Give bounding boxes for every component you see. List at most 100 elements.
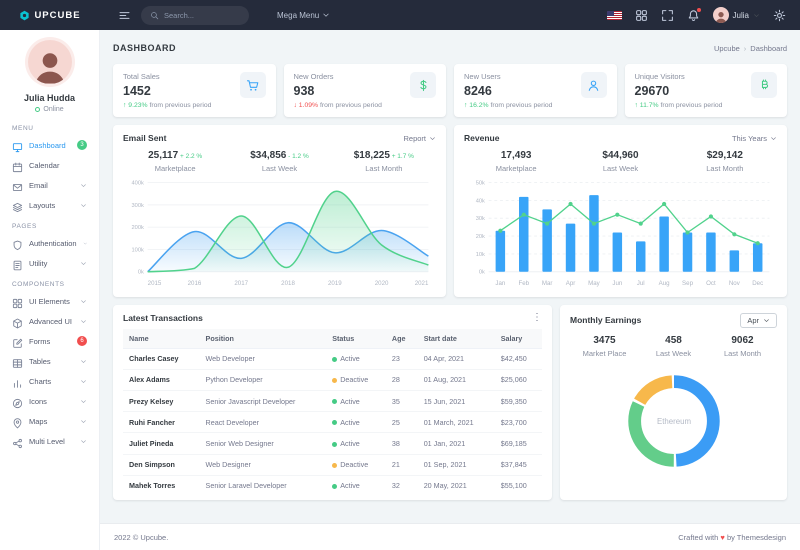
charts-icon bbox=[12, 376, 23, 388]
stat-cards-row: Total Sales 1452 ↑ 9.23% from previous per… bbox=[113, 64, 787, 117]
cell-status: Active bbox=[326, 390, 386, 413]
chevron-down-icon bbox=[80, 182, 87, 189]
email-report-menu[interactable]: Report bbox=[403, 134, 436, 143]
table-row[interactable]: Prezy Kelsey Senior Javascript Developer A… bbox=[123, 390, 542, 413]
column-age: Age bbox=[385, 328, 418, 349]
table-row[interactable]: Juliet Pineda Senior Web Designer Active 38… bbox=[123, 432, 542, 455]
email-icon bbox=[12, 180, 23, 191]
stat-value: 1452 bbox=[123, 84, 151, 98]
stat-label: Unique Visitors bbox=[634, 72, 685, 81]
user-status: Online bbox=[0, 106, 99, 113]
sidebar-item-ui-elements[interactable]: UI Elements bbox=[0, 291, 99, 311]
fullscreen-button[interactable] bbox=[661, 9, 674, 22]
language-flag-us[interactable] bbox=[606, 10, 622, 20]
apps-grid-button[interactable] bbox=[635, 9, 648, 22]
sidebar-item-utility[interactable]: Utility bbox=[0, 253, 99, 273]
mega-menu-button[interactable]: Mega Menu bbox=[277, 11, 330, 20]
sidebar-item-multi-level[interactable]: Multi Level bbox=[0, 431, 99, 451]
stat-value: 8246 bbox=[464, 84, 492, 98]
email-sent-card: Email Sent Report 25,117 + 2.2 % Marketpl… bbox=[113, 125, 446, 297]
sidebar-item-charts[interactable]: Charts bbox=[0, 371, 99, 391]
notifications-button[interactable] bbox=[687, 7, 701, 22]
cell-start-date: 01 Jan, 2021 bbox=[417, 432, 495, 455]
footer: 2022 © Upcube. Crafted with ♥ by Themesd… bbox=[100, 523, 800, 550]
table-row[interactable]: Charles Casey Web Developer Active 23 04 Apr… bbox=[123, 348, 542, 370]
maps-icon bbox=[12, 416, 23, 428]
mini-stat-last-month: $29,142 Last Month bbox=[673, 150, 777, 173]
sidebar-item-label: Calendar bbox=[29, 160, 60, 170]
breadcrumb-home[interactable]: Upcube bbox=[713, 43, 740, 53]
cell-age: 38 bbox=[385, 432, 418, 455]
chevron-down-icon bbox=[80, 378, 87, 385]
status-dot-icon bbox=[332, 399, 338, 405]
sidebar-item-label: Advanced UI bbox=[29, 316, 72, 326]
sidebar-item-label: Icons bbox=[29, 396, 47, 406]
stat-label: New Users bbox=[464, 72, 501, 81]
revenue-period-menu[interactable]: This Years bbox=[732, 134, 777, 143]
sidebar-item-tables[interactable]: Tables bbox=[0, 351, 99, 371]
sidebar-item-maps[interactable]: Maps bbox=[0, 411, 99, 431]
breadcrumb: Upcube › Dashboard bbox=[714, 44, 787, 53]
user-menu[interactable]: Julia bbox=[712, 7, 760, 23]
kebab-menu-icon[interactable]: ⋮ bbox=[532, 311, 542, 323]
mini-stat-delta: - 1.2 % bbox=[286, 153, 309, 160]
svg-text:400k: 400k bbox=[132, 180, 144, 186]
mini-stat-last-week: $34,856 - 1.2 % Last Week bbox=[227, 150, 331, 173]
column-status: Status bbox=[326, 328, 386, 349]
logo[interactable]: UPCUBE bbox=[0, 10, 100, 21]
svg-text:30k: 30k bbox=[476, 216, 485, 222]
svg-text:Jun: Jun bbox=[612, 280, 623, 287]
svg-text:Mar: Mar bbox=[542, 280, 553, 287]
svg-text:200k: 200k bbox=[132, 225, 144, 231]
stat-delta: ↑ 9.23% from previous period bbox=[123, 102, 211, 109]
table-row[interactable]: Mahek Torres Senior Laravel Developer Acti… bbox=[123, 475, 542, 496]
sidebar-item-advanced-ui[interactable]: Advanced UI bbox=[0, 311, 99, 331]
user-menu-name: Julia bbox=[732, 10, 749, 20]
mini-stat-last-week: 458 Last Week bbox=[639, 335, 708, 358]
cell-name: Alex Adams bbox=[123, 369, 200, 391]
online-status-icon bbox=[35, 107, 41, 112]
cell-salary: $59,350 bbox=[494, 390, 542, 413]
search-input[interactable] bbox=[164, 10, 234, 20]
chevron-down-icon bbox=[80, 298, 87, 305]
cell-status: Deactive bbox=[326, 454, 386, 476]
sidebar-item-dashboard[interactable]: Dashboard 3 bbox=[0, 135, 99, 155]
bitcoin-icon bbox=[751, 72, 777, 98]
cell-name: Den Simpson bbox=[123, 454, 200, 476]
monthly-earnings-stats: 3475 Market Place 458 Last Week 9062 Last Mon… bbox=[570, 335, 777, 358]
settings-button[interactable] bbox=[773, 9, 786, 22]
cell-age: 35 bbox=[385, 390, 418, 413]
footer-credit: Crafted with ♥ by Themesdesign bbox=[678, 532, 786, 542]
cell-status: Active bbox=[326, 475, 386, 496]
table-row[interactable]: Ruhi Fancher React Developer Active 25 01 Ma… bbox=[123, 411, 542, 434]
transactions-table: Name Position Status Age Start date Salary Ch… bbox=[123, 328, 542, 496]
month-select[interactable]: Apr bbox=[740, 312, 777, 328]
stat-info: New Users 8246 ↑ 16.2% from previous perio… bbox=[464, 72, 552, 109]
sidebar-badge: 6 bbox=[77, 336, 87, 346]
sidebar-item-authentication[interactable]: Authentication bbox=[0, 233, 99, 253]
cell-position: React Developer bbox=[199, 411, 327, 434]
sidebar-item-icons[interactable]: Icons bbox=[0, 391, 99, 411]
table-row[interactable]: Alex Adams Python Developer Deactive 28 01 A… bbox=[123, 369, 542, 391]
sidebar-item-layouts[interactable]: Layouts bbox=[0, 195, 99, 215]
svg-text:May: May bbox=[588, 280, 601, 287]
mini-stat-marketplace: 25,117 + 2.2 % Marketplace bbox=[123, 150, 227, 173]
search-box[interactable] bbox=[141, 5, 249, 25]
mini-stat-value: $18,225 + 1.7 % bbox=[353, 150, 414, 161]
cell-salary: $69,185 bbox=[494, 432, 542, 455]
table-row[interactable]: Den Simpson Web Designer Deactive 21 01 Sep,… bbox=[123, 454, 542, 476]
mini-stat-value: 9062 bbox=[731, 334, 754, 346]
menu-toggle-button[interactable] bbox=[118, 9, 131, 22]
cell-salary: $42,450 bbox=[494, 348, 542, 370]
sidebar-item-email[interactable]: Email bbox=[0, 175, 99, 195]
svg-text:0k: 0k bbox=[138, 270, 144, 276]
cell-status: Active bbox=[326, 411, 386, 434]
stat-label: New Orders bbox=[293, 72, 334, 81]
email-sent-title: Email Sent bbox=[123, 133, 167, 143]
sidebar-item-calendar[interactable]: Calendar bbox=[0, 155, 99, 175]
sidebar-item-forms[interactable]: Forms 6 bbox=[0, 331, 99, 351]
chevron-down-icon bbox=[80, 438, 87, 445]
search-icon bbox=[150, 11, 159, 20]
forms-icon bbox=[12, 336, 23, 348]
